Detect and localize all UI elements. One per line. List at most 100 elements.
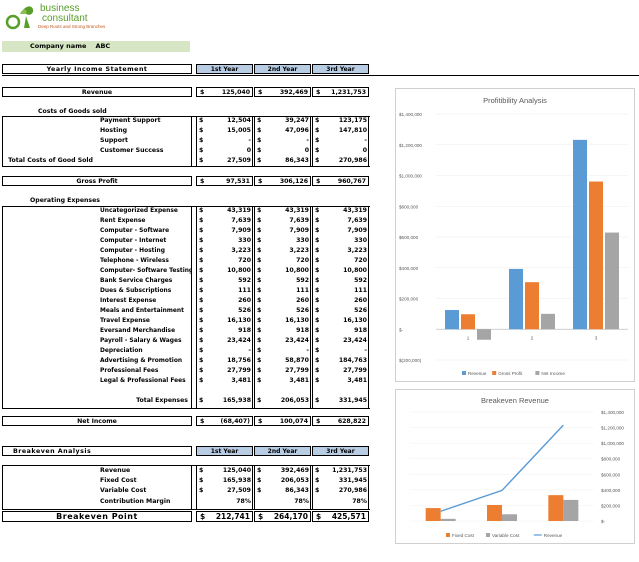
opex-item-value[interactable]: 330 $ (315, 237, 367, 244)
opex-item-value[interactable]: 10,800 $ (199, 267, 251, 274)
opex-item-value[interactable]: 3,481 $ (257, 377, 309, 384)
gross-profit-value[interactable]: 97,531 $ (196, 176, 253, 186)
breakeven-row-value[interactable]: 165,938 $ (199, 477, 251, 484)
opex-item-value[interactable]: 592 $ (257, 277, 309, 284)
opex-item-value[interactable]: 3,223 $ (257, 247, 309, 254)
breakeven-row-value[interactable]: 206,053 $ (257, 477, 309, 484)
cogs-item-value[interactable]: 47,096 $ (257, 127, 309, 134)
cogs-item-value[interactable]: 0 $ (199, 147, 251, 154)
opex-item-value[interactable]: 16,130 $ (199, 317, 251, 324)
opex-item-value[interactable]: 27,799 $ (199, 367, 251, 374)
opex-item-value[interactable]: 27,799 $ (257, 367, 309, 374)
opex-item-value[interactable]: 43,319 $ (315, 207, 367, 214)
revenue-value[interactable]: 392,469 $ (254, 87, 311, 97)
cogs-item-value[interactable]: 12,504 $ (199, 117, 251, 124)
contribution-margin-value[interactable]: 78% (294, 498, 309, 505)
opex-item-value[interactable]: 592 $ (315, 277, 367, 284)
opex-item-value[interactable]: 58,870 $ (257, 357, 309, 364)
cogs-item-value[interactable]: - $ (257, 137, 309, 144)
cogs-item-value[interactable]: - $ (315, 137, 367, 144)
total-cogs-value[interactable]: 86,343 $ (257, 157, 309, 164)
opex-item-value[interactable]: 43,319 $ (257, 207, 309, 214)
breakeven-row-value[interactable]: 86,343 $ (257, 487, 309, 494)
opex-item-value[interactable]: 720 $ (257, 257, 309, 264)
opex-item-value[interactable]: 16,130 $ (315, 317, 367, 324)
breakeven-row-value[interactable]: 392,469 $ (257, 467, 309, 474)
opex-item-value[interactable]: - $ (257, 347, 309, 354)
opex-item-value[interactable]: 23,424 $ (257, 337, 309, 344)
opex-item-value[interactable]: 10,800 $ (257, 267, 309, 274)
breakeven-point-value[interactable]: 212,741 $ (196, 511, 253, 522)
opex-item-value[interactable]: 526 $ (315, 307, 367, 314)
breakeven-row-value[interactable]: 125,040 $ (199, 467, 251, 474)
cogs-item-value[interactable]: 39,247 $ (257, 117, 309, 124)
total-cogs-value[interactable]: 27,509 $ (199, 157, 251, 164)
opex-item-value[interactable]: 526 $ (257, 307, 309, 314)
opex-item-value[interactable]: - $ (315, 347, 367, 354)
cogs-item-value[interactable]: 0 $ (257, 147, 309, 154)
opex-item-value[interactable]: 260 $ (315, 297, 367, 304)
breakeven-row-value[interactable]: 331,945 $ (315, 477, 367, 484)
opex-item-value[interactable]: 3,223 $ (315, 247, 367, 254)
opex-item-value[interactable]: 330 $ (257, 237, 309, 244)
contribution-margin-value[interactable]: 78% (352, 498, 367, 505)
opex-item-value[interactable]: 720 $ (199, 257, 251, 264)
cogs-item-value[interactable]: 0 $ (315, 147, 367, 154)
opex-item-value[interactable]: 260 $ (257, 297, 309, 304)
opex-item-value[interactable]: 7,909 $ (315, 227, 367, 234)
total-cogs-value[interactable]: 270,986 $ (315, 157, 367, 164)
opex-item-value[interactable]: 3,481 $ (315, 377, 367, 384)
company-value[interactable]: ABC (95, 42, 111, 50)
revenue-value[interactable]: 125,040 $ (196, 87, 253, 97)
cogs-item-value[interactable]: 147,810 $ (315, 127, 367, 134)
opex-item-value[interactable]: 526 $ (199, 307, 251, 314)
opex-item-value[interactable]: 16,130 $ (257, 317, 309, 324)
opex-item-value[interactable]: 43,319 $ (199, 207, 251, 214)
breakeven-point-value[interactable]: 264,170 $ (254, 511, 311, 522)
opex-item-value[interactable]: 10,800 $ (315, 267, 367, 274)
profitability-chart[interactable]: Profitibility Analysis $1,400,000 $1,200,… (395, 88, 635, 382)
total-expenses-value[interactable]: 206,053 $ (257, 397, 309, 404)
breakeven-row-value[interactable]: 270,986 $ (315, 487, 367, 494)
opex-item-value[interactable]: 7,639 $ (257, 217, 309, 224)
opex-item-value[interactable]: 592 $ (199, 277, 251, 284)
revenue-value[interactable]: 1,231,753 $ (312, 87, 369, 97)
breakeven-chart[interactable]: Breakeven Revenue $1,400,000 $1,200,000 $1… (395, 389, 635, 544)
opex-item-value[interactable]: 918 $ (315, 327, 367, 334)
bar-revenue-2 (509, 268, 523, 330)
opex-item-value[interactable]: 260 $ (199, 297, 251, 304)
breakeven-row-value[interactable]: 1,231,753 $ (315, 467, 367, 474)
contribution-margin-value[interactable]: 78% (236, 498, 251, 505)
breakeven-row-value[interactable]: 27,509 $ (199, 487, 251, 494)
net-income-value[interactable]: (68,407) $ (196, 416, 253, 426)
opex-item-value[interactable]: 918 $ (257, 327, 309, 334)
net-income-value[interactable]: 628,822 $ (312, 416, 369, 426)
gross-profit-value[interactable]: 306,126 $ (254, 176, 311, 186)
opex-item-value[interactable]: 111 $ (257, 287, 309, 294)
total-expenses-value[interactable]: 165,938 $ (199, 397, 251, 404)
opex-item-value[interactable]: - $ (199, 347, 251, 354)
cogs-item-value[interactable]: - $ (199, 137, 251, 144)
cogs-item-value[interactable]: 15,005 $ (199, 127, 251, 134)
opex-item-value[interactable]: 330 $ (199, 237, 251, 244)
opex-item-value[interactable]: 23,424 $ (315, 337, 367, 344)
gross-profit-value[interactable]: 960,767 $ (312, 176, 369, 186)
opex-item-value[interactable]: 23,424 $ (199, 337, 251, 344)
opex-item-value[interactable]: 7,909 $ (199, 227, 251, 234)
opex-item-value[interactable]: 918 $ (199, 327, 251, 334)
opex-item-value[interactable]: 3,223 $ (199, 247, 251, 254)
breakeven-point-value[interactable]: 425,571 $ (312, 511, 369, 522)
opex-item-value[interactable]: 111 $ (315, 287, 367, 294)
net-income-value[interactable]: 100,074 $ (254, 416, 311, 426)
opex-item-value[interactable]: 111 $ (199, 287, 251, 294)
opex-item-value[interactable]: 27,799 $ (315, 367, 367, 374)
opex-item-value[interactable]: 184,763 $ (315, 357, 367, 364)
opex-item-value[interactable]: 720 $ (315, 257, 367, 264)
total-expenses-value[interactable]: 331,945 $ (315, 397, 367, 404)
opex-item-value[interactable]: 7,639 $ (315, 217, 367, 224)
opex-item-value[interactable]: 3,481 $ (199, 377, 251, 384)
opex-item-value[interactable]: 18,756 $ (199, 357, 251, 364)
opex-item-value[interactable]: 7,909 $ (257, 227, 309, 234)
cogs-item-value[interactable]: 123,175 $ (315, 117, 367, 124)
opex-item-value[interactable]: 7,639 $ (199, 217, 251, 224)
